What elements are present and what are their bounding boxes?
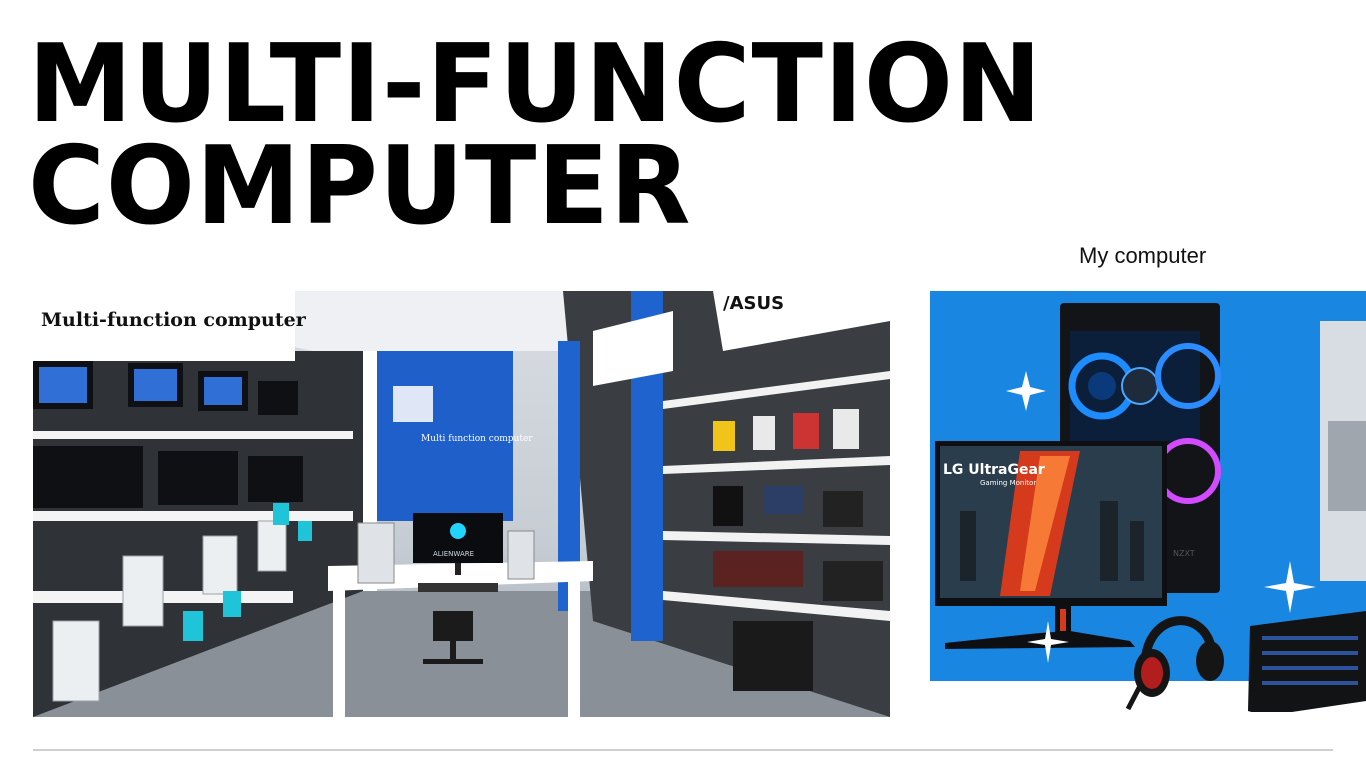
slide-title-line-1: MULTI-FUNCTION bbox=[28, 22, 1043, 147]
slide-title-line-2: COMPUTER bbox=[28, 124, 692, 249]
case-brand-text: NZXT bbox=[1173, 549, 1195, 558]
store-interior-photo: Multi function computer bbox=[33, 291, 890, 717]
image-caption: My computer bbox=[1079, 243, 1207, 268]
monitor-sublabel-text: Gaming Monitor bbox=[980, 479, 1036, 487]
bottom-divider bbox=[33, 749, 1333, 751]
monitor-brand-text: ALIENWARE bbox=[433, 550, 474, 558]
slide-title: MULTI-FUNCTION COMPUTER bbox=[28, 22, 1095, 249]
brand-sign-text: /ASUS bbox=[723, 293, 784, 314]
store-photo-label: Multi-function computer bbox=[33, 291, 306, 361]
gaming-setup-photo: NZXT LG UltraGear Gaming Monitor bbox=[930, 291, 1366, 712]
monitor-label-text: LG UltraGear bbox=[943, 462, 1045, 478]
wall-sign-text: Multi function computer bbox=[421, 434, 533, 444]
